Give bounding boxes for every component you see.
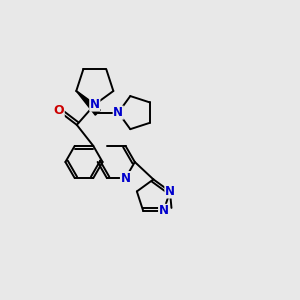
Text: N: N (159, 204, 169, 218)
Text: O: O (53, 104, 64, 117)
Text: N: N (113, 106, 123, 119)
Text: N: N (121, 172, 130, 184)
Text: N: N (165, 185, 175, 198)
Text: N: N (90, 98, 100, 111)
Polygon shape (76, 91, 100, 115)
